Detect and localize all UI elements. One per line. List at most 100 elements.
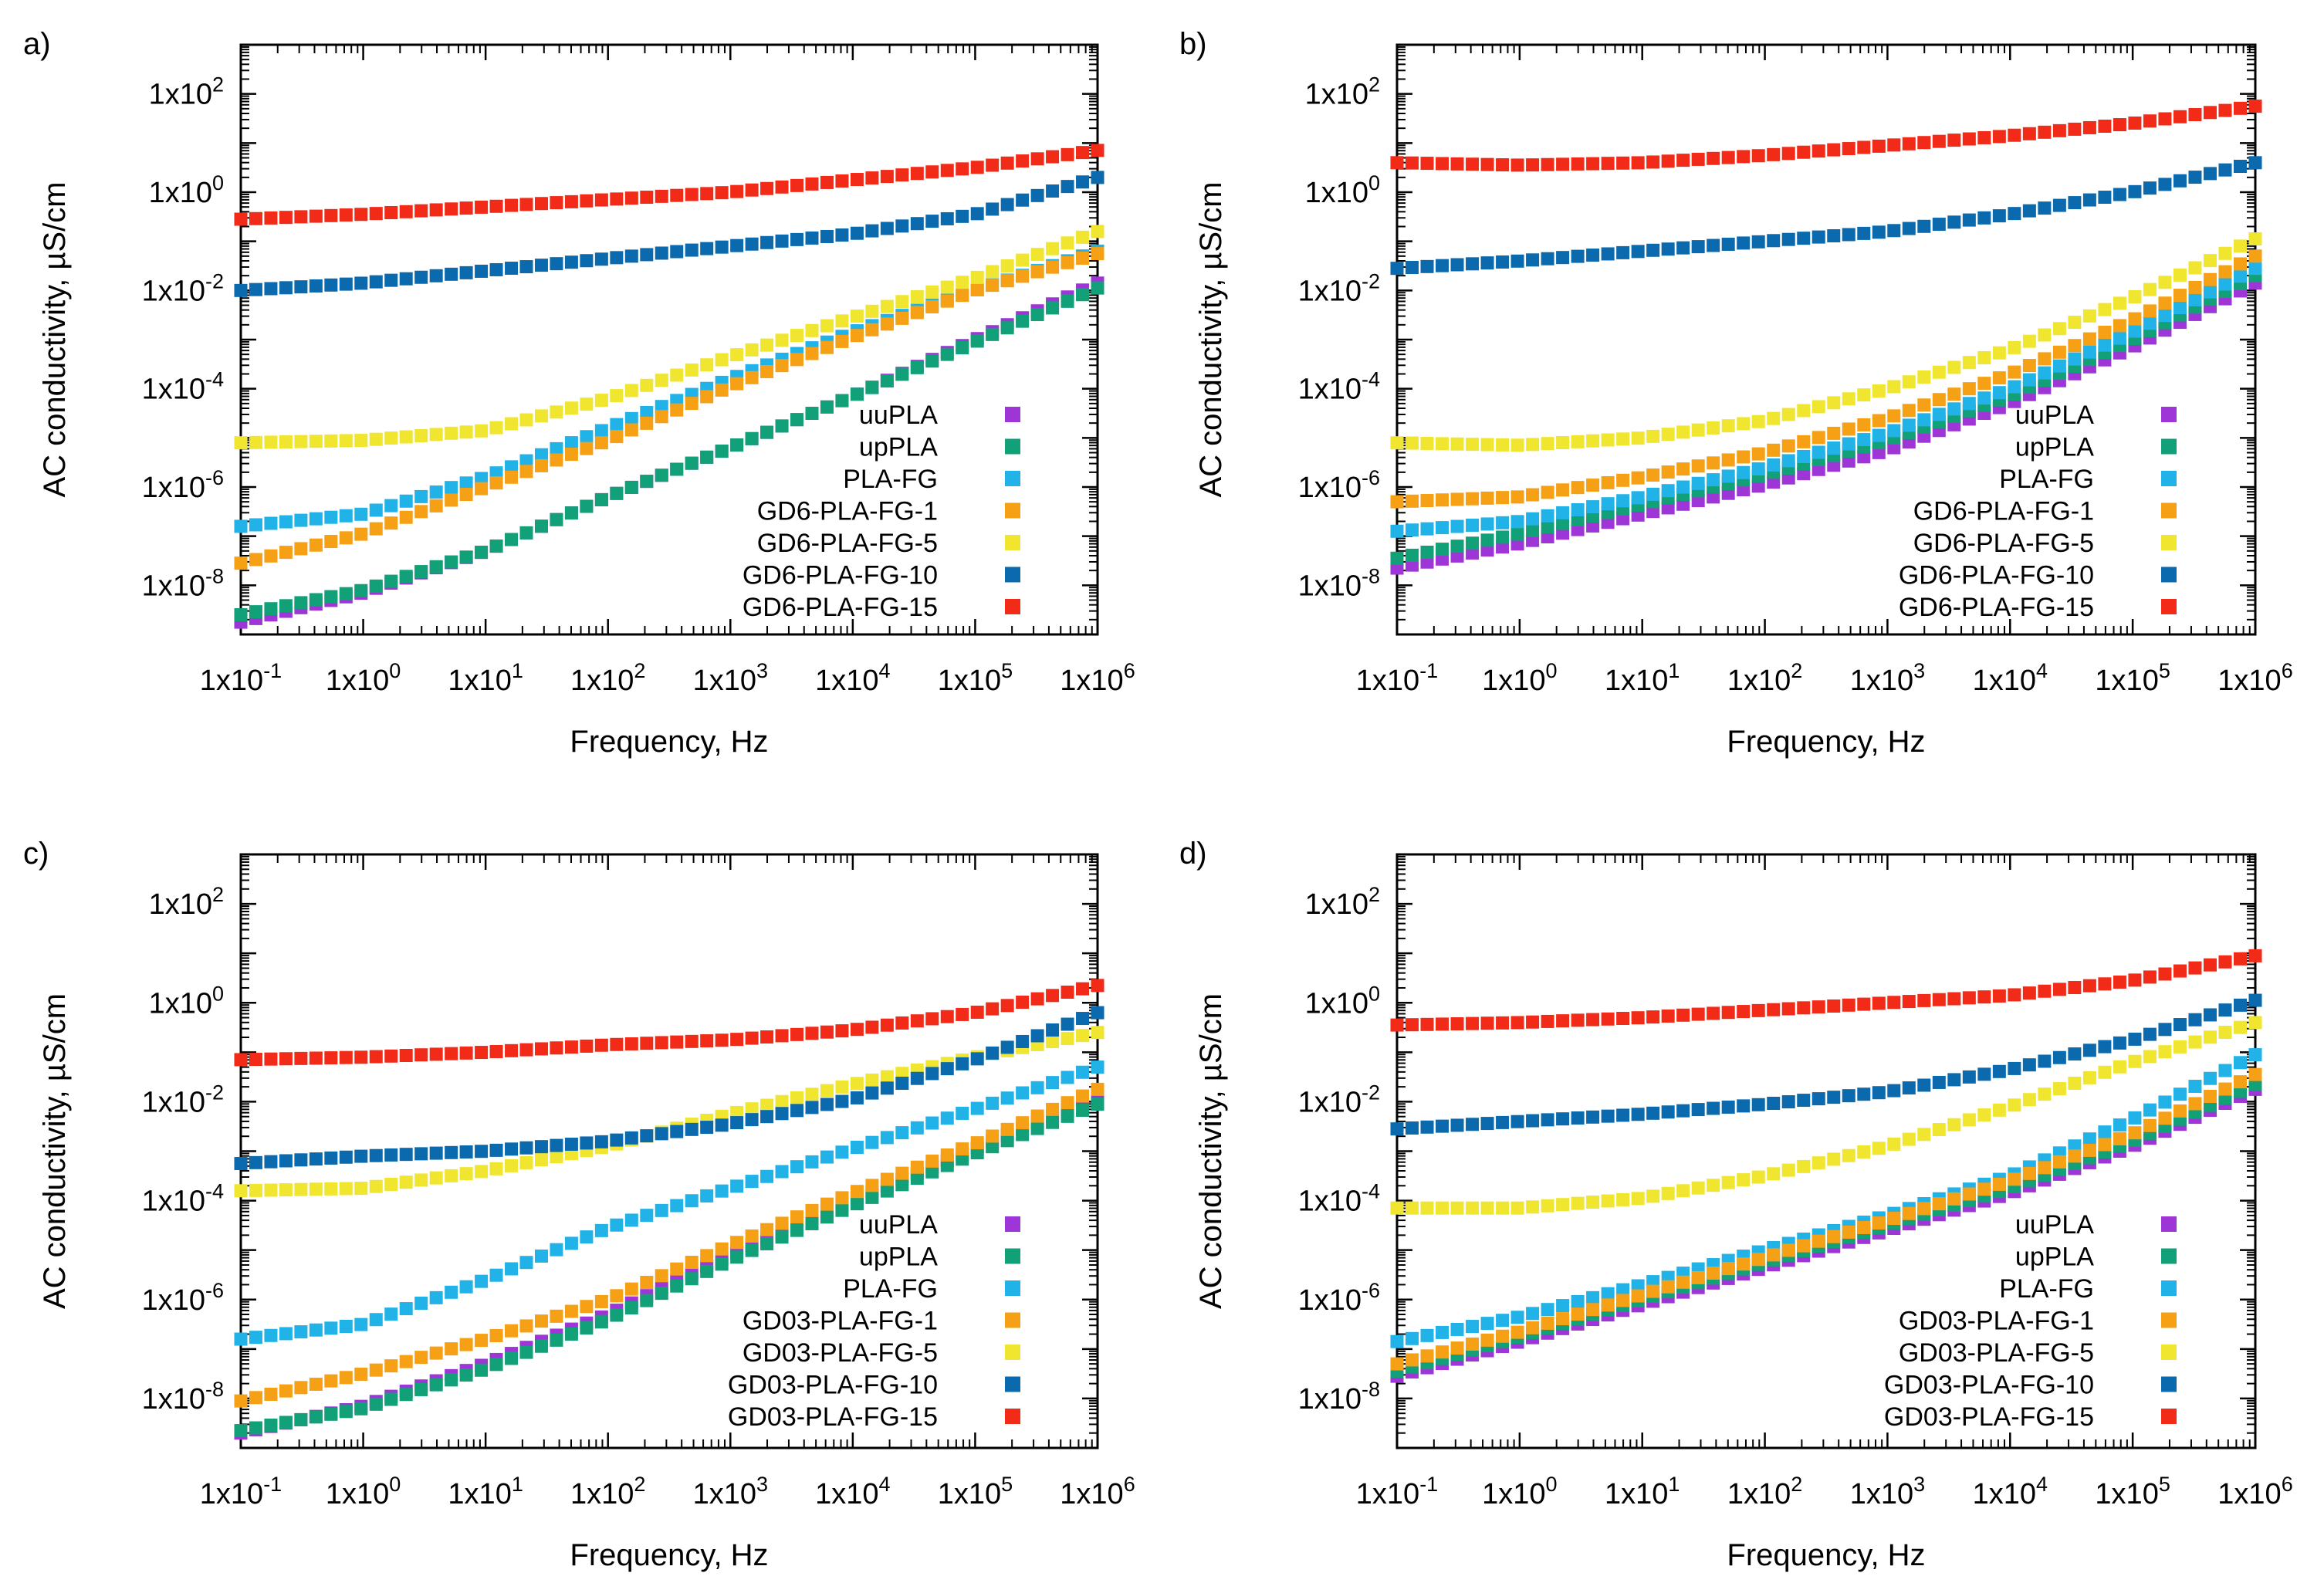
data-point [970,207,984,221]
data-point [399,1048,413,1062]
data-point [2113,1060,2126,1074]
data-point [294,1381,308,1395]
data-point [580,430,594,444]
data-point [1827,426,1841,440]
data-point [594,193,608,207]
data-point [895,219,909,233]
data-point [489,466,503,480]
data-point [730,1116,744,1130]
data-point [610,1133,624,1147]
data-point [459,488,473,502]
data-point [2022,334,2036,348]
y-tick-label-exponent: -8 [1362,1378,1380,1401]
data-point [1586,249,1600,262]
data-point [925,1165,939,1179]
x-tick-label-exponent: 1 [1668,659,1680,682]
data-point [2188,108,2202,122]
data-point [550,257,563,271]
x-tick-label: 1x105 [938,659,1013,697]
data-point [1496,438,1510,452]
data-point [1842,1089,1855,1103]
data-point [1767,1003,1781,1016]
data-point [309,1410,323,1424]
data-point [354,276,368,290]
data-point [1812,1234,1825,1248]
data-point [459,1167,473,1181]
legend-marker [1005,471,1020,486]
x-tick-label-base: 1x10 [1060,1478,1123,1510]
legend-marker [2161,567,2177,583]
data-point [2188,293,2202,306]
data-point [700,1264,714,1278]
data-point [970,1005,984,1019]
data-point [384,516,398,530]
data-point [1480,157,1494,171]
data-point [505,470,519,484]
data-point [895,1077,909,1091]
data-point [1571,1013,1585,1027]
data-point [1076,1065,1090,1079]
data-point [279,211,293,225]
data-point [2008,128,2021,142]
data-point [445,555,458,569]
data-point [1691,1270,1705,1284]
x-tick-label-base: 1x10 [1850,665,1913,697]
data-point [1737,1005,1751,1019]
data-point [760,181,774,195]
x-tick-label-exponent: 5 [1001,1473,1013,1496]
data-point [264,435,278,449]
data-point [865,381,879,394]
data-point [1947,1192,1961,1206]
data-point [1586,1110,1600,1124]
data-point [655,1203,668,1217]
data-point [489,199,503,213]
y-tick-label-base: 1x10 [142,570,205,602]
data-point [2008,380,2021,394]
x-axis-a: 1x10-1 1x100 1x101 1x102 1x103 1x104 1x105 1x10… [200,45,1135,697]
data-point [1480,533,1494,547]
data-point [775,419,789,433]
data-point [850,226,864,240]
data-point [2218,1064,2232,1077]
y-tick-label: 1x10-4 [1298,368,1380,406]
data-point [880,1172,894,1186]
data-point [835,394,849,408]
data-point [805,1101,819,1115]
data-point [2098,1125,2112,1139]
x-tick-label-base: 1x10 [2217,665,2281,697]
data-point [1601,433,1615,447]
data-point [1631,471,1645,485]
data-point [534,409,548,423]
data-point [1000,198,1014,211]
data-point [820,1150,834,1164]
data-point [294,1325,308,1339]
data-point [940,294,954,308]
data-point [1797,232,1811,245]
data-point [234,212,248,226]
data-point [429,1346,443,1360]
data-point [2068,196,2082,210]
data-point [354,507,368,521]
data-point [1016,1128,1030,1142]
data-point [2022,127,2036,140]
data-point [1556,1312,1570,1326]
data-point [1721,151,1735,164]
data-point [745,343,759,357]
y-tick-label: 1x10-4 [1298,1180,1380,1218]
data-point [354,1367,368,1381]
data-point [1767,147,1781,161]
data-point [1091,1060,1104,1074]
data-point [610,389,624,403]
y-tick-label-base: 1x10 [149,79,212,111]
data-point [475,200,489,214]
data-point [1872,428,1886,442]
x-tick-label-base: 1x10 [815,1478,878,1510]
data-point [369,1397,383,1411]
data-point [970,282,984,296]
data-point [640,1209,654,1223]
data-point [790,232,804,246]
data-point [445,426,458,440]
y-tick-label-base: 1x10 [1298,1284,1362,1317]
data-point [835,1145,849,1159]
data-point [1601,1012,1615,1026]
